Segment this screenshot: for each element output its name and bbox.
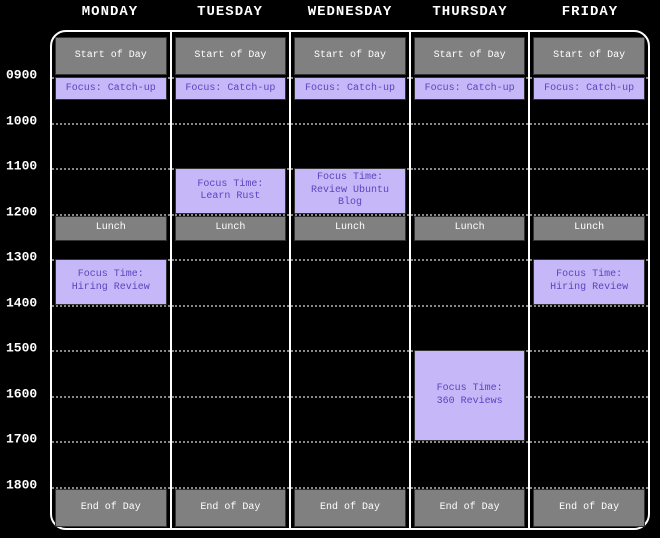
day-header-friday: FRIDAY xyxy=(530,4,650,28)
hour-line xyxy=(530,123,648,125)
hour-line xyxy=(52,350,170,352)
time-label-1200: 1200 xyxy=(6,204,37,219)
time-label-1400: 1400 xyxy=(6,295,37,310)
hour-line xyxy=(411,168,529,170)
day-header-thursday: THURSDAY xyxy=(410,4,530,28)
event-block[interactable]: Start of Day xyxy=(294,37,406,76)
day-column-wednesday: Start of DayFocus: Catch-up Focus Time:Re… xyxy=(291,32,411,528)
hour-line xyxy=(291,305,409,307)
time-label-1800: 1800 xyxy=(6,477,37,492)
hour-line xyxy=(172,350,290,352)
hour-line xyxy=(530,441,648,443)
event-block[interactable]: Lunch xyxy=(294,216,406,241)
hour-line xyxy=(172,123,290,125)
event-block[interactable]: Focus Time:Hiring Review xyxy=(533,259,645,304)
day-column-tuesday: Start of DayFocus: Catch-up Focus Time:Le… xyxy=(172,32,292,528)
time-axis: 0900 1000 1100 1200 1300 1400 1500 1600 1700 1800 xyxy=(6,30,48,530)
calendar-grid: Start of DayFocus: Catch-upLunchFocus Ti… xyxy=(50,30,650,530)
hour-line xyxy=(172,441,290,443)
hour-line xyxy=(530,396,648,398)
time-label-1100: 1100 xyxy=(6,159,37,174)
day-header-monday: MONDAY xyxy=(50,4,170,28)
day-column-monday: Start of DayFocus: Catch-up Lunch Focus Ti… xyxy=(52,32,172,528)
hour-line xyxy=(52,396,170,398)
event-block[interactable]: Lunch xyxy=(175,216,287,241)
event-block[interactable]: Lunch xyxy=(533,216,645,241)
event-block[interactable]: Lunch xyxy=(55,216,167,241)
hour-line xyxy=(52,305,170,307)
hour-line xyxy=(52,123,170,125)
event-block[interactable]: Start of Day xyxy=(175,37,287,76)
day-columns: Start of DayFocus: Catch-upLunchFocus Ti… xyxy=(52,32,648,528)
event-block[interactable]: End of Day xyxy=(175,489,287,528)
event-block[interactable]: Start of Day xyxy=(55,37,167,76)
hour-line xyxy=(172,259,290,261)
event-block[interactable]: Start of Day xyxy=(533,37,645,76)
day-column-thursday: Start of DayFocus: Catch-up Lunch Focus Ti… xyxy=(411,32,531,528)
event-block[interactable]: End of Day xyxy=(414,489,526,528)
hour-line xyxy=(291,123,409,125)
event-block[interactable]: Focus: Catch-up xyxy=(414,77,526,100)
event-block[interactable]: End of Day xyxy=(294,489,406,528)
time-label-1700: 1700 xyxy=(6,432,37,447)
hour-line xyxy=(172,305,290,307)
hour-line xyxy=(411,123,529,125)
event-block[interactable]: End of Day xyxy=(533,489,645,528)
event-block[interactable]: Focus: Catch-up xyxy=(55,77,167,100)
hour-line xyxy=(411,259,529,261)
hour-line xyxy=(291,350,409,352)
hour-line xyxy=(172,396,290,398)
time-label-1500: 1500 xyxy=(6,341,37,356)
hour-line xyxy=(291,396,409,398)
time-label-1600: 1600 xyxy=(6,386,37,401)
hour-line xyxy=(52,168,170,170)
time-label-1300: 1300 xyxy=(6,250,37,265)
event-block[interactable]: Focus: Catch-up xyxy=(533,77,645,100)
hour-line xyxy=(291,441,409,443)
event-block[interactable]: Lunch xyxy=(414,216,526,241)
event-block[interactable]: End of Day xyxy=(55,489,167,528)
hour-line xyxy=(411,441,529,443)
event-block[interactable]: Start of Day xyxy=(414,37,526,76)
event-block[interactable]: Focus: Catch-up xyxy=(175,77,287,100)
event-block[interactable]: Focus Time:Review Ubuntu Blog xyxy=(294,168,406,213)
hour-line xyxy=(291,259,409,261)
day-headers: MONDAYTUESDAYWEDNESDAYTHURSDAYFRIDAY xyxy=(50,4,650,28)
event-block[interactable]: Focus Time:Hiring Review xyxy=(55,259,167,304)
event-block[interactable]: Focus Time:360 Reviews xyxy=(414,350,526,441)
hour-line xyxy=(530,168,648,170)
day-header-tuesday: TUESDAY xyxy=(170,4,290,28)
event-block[interactable]: Focus: Catch-up xyxy=(294,77,406,100)
hour-line xyxy=(411,305,529,307)
time-label-0900: 0900 xyxy=(6,68,37,83)
hour-line xyxy=(530,350,648,352)
day-header-wednesday: WEDNESDAY xyxy=(290,4,410,28)
time-label-1000: 1000 xyxy=(6,113,37,128)
hour-line xyxy=(530,305,648,307)
hour-line xyxy=(52,441,170,443)
day-column-friday: Start of DayFocus: Catch-up Lunch Focus Ti… xyxy=(530,32,648,528)
event-block[interactable]: Focus Time:Learn Rust xyxy=(175,168,287,213)
